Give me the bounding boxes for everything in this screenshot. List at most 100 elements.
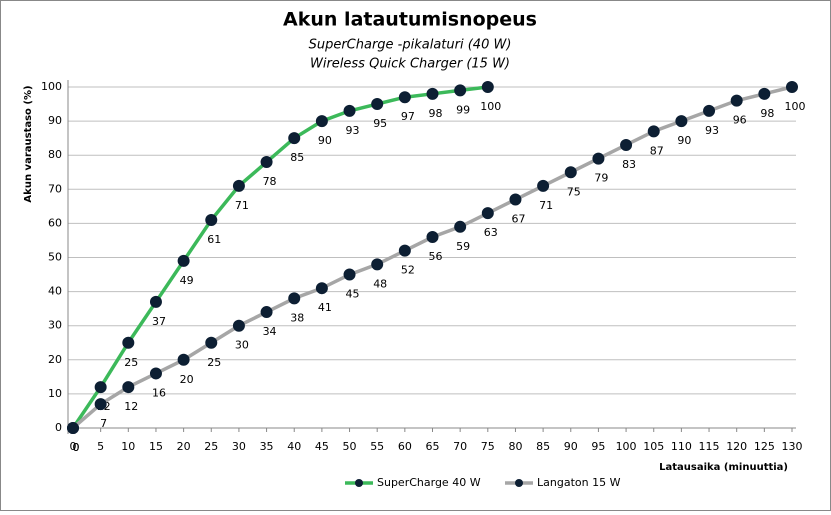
y-axis-title: Akun varaustaso (%) [23,85,34,202]
data-label: 71 [539,199,553,212]
y-tick-label: 70 [48,182,62,195]
data-point [315,115,328,128]
data-label: 52 [401,264,415,277]
data-point [94,398,107,411]
data-point [371,98,384,111]
data-label: 79 [594,172,608,185]
chart-title: Akun latautumisnopeus [283,9,537,31]
data-label: 78 [263,175,277,188]
y-tick-label: 0 [55,421,62,434]
data-point [758,87,771,100]
data-point [315,282,328,295]
x-tick-label: 10 [121,440,135,453]
x-tick-label: 85 [536,440,550,453]
data-point [260,306,273,319]
x-tick-label: 20 [177,440,191,453]
data-point [260,156,273,169]
data-point [94,381,107,394]
legend-marker [355,479,363,487]
data-point [426,87,439,100]
data-point [288,292,301,305]
data-label: 90 [318,134,332,147]
x-tick-label: 120 [726,440,747,453]
legend-label: SuperCharge 40 W [377,476,481,489]
x-tick-label: 55 [370,440,384,453]
data-label: 95 [373,117,387,130]
data-label: 98 [760,107,774,120]
x-tick-label: 125 [754,440,775,453]
data-label: 25 [207,356,221,369]
x-axis-title: Latausaika (minuuttia) [659,462,788,473]
data-point [454,220,467,233]
x-tick-label: 70 [453,440,467,453]
data-point [371,258,384,271]
data-point [149,367,162,380]
data-point [675,115,688,128]
data-point [122,381,135,394]
data-label: 100 [785,100,806,113]
data-point [149,295,162,308]
data-point [730,94,743,107]
data-label: 67 [511,213,525,226]
x-tick-label: 80 [508,440,522,453]
y-tick-label: 40 [48,285,62,298]
data-point [786,81,798,93]
data-label: 7 [100,417,107,430]
data-point [647,125,660,138]
x-tick-label: 100 [616,440,637,453]
data-label: 85 [290,151,304,164]
data-label: 61 [207,233,221,246]
data-point [703,104,716,117]
data-point [620,138,633,151]
y-tick-label: 90 [48,114,62,127]
y-tick-label: 10 [48,387,62,400]
x-tick-label: 95 [591,440,605,453]
x-tick-label: 75 [481,440,495,453]
data-label: 96 [733,114,747,127]
data-label: 99 [456,103,470,116]
data-point [509,193,522,206]
data-point [205,213,218,226]
data-point [288,132,301,145]
data-point [564,166,577,179]
data-label: 41 [318,301,332,314]
data-label: 16 [152,386,166,399]
data-label: 34 [263,325,277,338]
y-tick-label: 50 [48,251,62,264]
data-point [398,91,411,104]
x-tick-label: 115 [699,440,720,453]
data-label: 97 [401,110,415,123]
data-label: 75 [567,185,581,198]
data-label: 48 [373,277,387,290]
data-point [537,179,550,192]
data-label: 20 [180,373,194,386]
data-label: 93 [705,124,719,137]
series-line [71,85,489,429]
data-label: 56 [429,250,443,263]
x-tick-label: 5 [97,440,104,453]
data-label: 30 [235,339,249,352]
legend-marker [515,479,523,487]
data-label: 0 [73,441,80,454]
data-label: 100 [480,100,501,113]
data-point [232,319,245,332]
data-label: 71 [235,199,249,212]
data-label: 63 [484,226,498,239]
data-point [177,353,190,366]
data-label: 59 [456,240,470,253]
y-tick-label: 20 [48,353,62,366]
data-point [398,244,411,257]
x-tick-label: 40 [287,440,301,453]
data-label: 45 [346,288,360,301]
y-tick-label: 80 [48,148,62,161]
data-label: 98 [429,107,443,120]
data-label: 12 [124,400,138,413]
data-point [122,336,135,349]
data-label: 49 [180,274,194,287]
y-tick-label: 100 [41,80,62,93]
x-tick-label: 45 [315,440,329,453]
data-label: 0 [73,441,80,454]
data-point [177,254,190,267]
data-label: 25 [124,356,138,369]
